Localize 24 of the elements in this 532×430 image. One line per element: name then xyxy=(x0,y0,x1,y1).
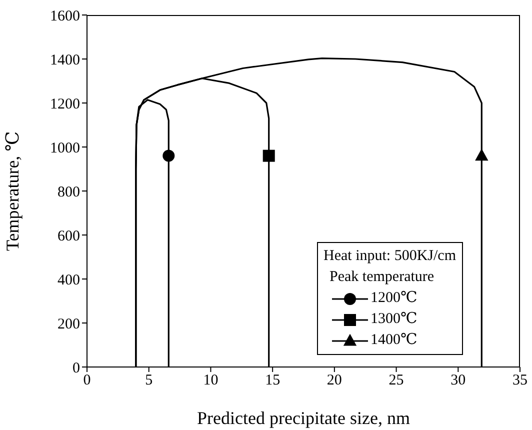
y-axis-title: Temperature, ℃ xyxy=(2,131,22,251)
y-tick-label: 1000 xyxy=(50,140,80,156)
y-tick-label: 200 xyxy=(58,316,80,332)
x-tick-label: 10 xyxy=(203,372,218,389)
y-tick-label: 600 xyxy=(58,228,80,244)
y-tick-label: 1200 xyxy=(50,96,80,112)
x-tick-label: 20 xyxy=(326,372,342,389)
x-axis-title: Predicted precipitate size, nm xyxy=(197,408,410,428)
legend-title: Peak temperature xyxy=(328,268,436,287)
y-tick-label: 1400 xyxy=(50,52,80,68)
x-tick-label: 0 xyxy=(83,372,91,389)
x-tick-label: 15 xyxy=(265,372,280,389)
x-tick-label: 35 xyxy=(512,372,528,389)
legend-label: 1200℃ xyxy=(370,289,418,308)
legend-label: 1300℃ xyxy=(370,310,418,329)
x-tick-label: 25 xyxy=(388,372,404,389)
y-tick-label: 400 xyxy=(58,272,80,288)
x-tick-label: 30 xyxy=(450,372,466,389)
y-tick-label: 800 xyxy=(58,184,80,200)
x-tick-label: 5 xyxy=(145,372,153,389)
y-tick-label: 1600 xyxy=(50,8,80,24)
legend-label: 1400℃ xyxy=(370,331,418,350)
y-tick-label: 0 xyxy=(72,360,80,376)
annotation: Heat input: 500KJ/cm xyxy=(324,247,456,266)
